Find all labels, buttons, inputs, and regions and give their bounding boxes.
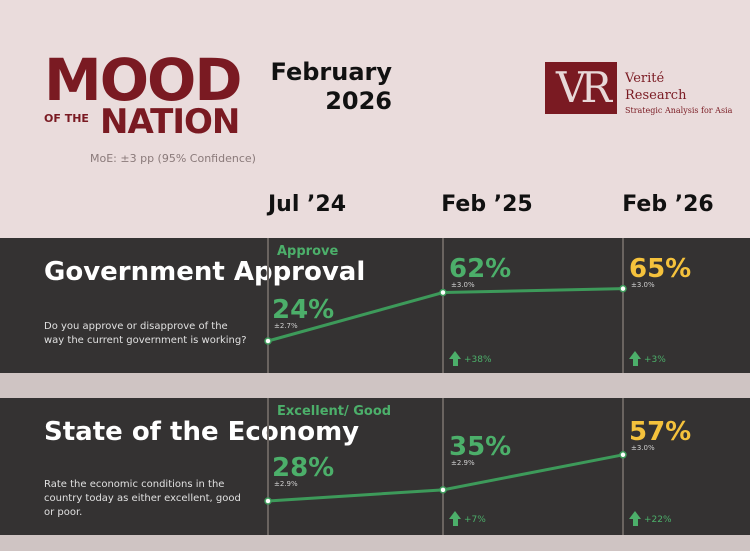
change-label: +38% bbox=[464, 355, 492, 365]
value-label: 62% bbox=[449, 254, 512, 284]
logo-nation-word: NATION bbox=[100, 102, 240, 142]
up-arrow-icon bbox=[449, 511, 461, 519]
data-point bbox=[439, 288, 447, 297]
data-point bbox=[264, 497, 272, 505]
publisher-monogram: VR bbox=[556, 63, 612, 112]
metric-label-excellent-good: Excellent/ Good bbox=[277, 404, 392, 419]
change-label: +22% bbox=[644, 515, 672, 525]
up-arrow-icon bbox=[629, 351, 641, 359]
logo-mood-word: MOOD bbox=[44, 46, 242, 114]
metric-label-approve: Approve bbox=[277, 244, 339, 259]
data-point bbox=[439, 486, 447, 494]
government-approval-panel bbox=[0, 238, 750, 373]
change-label: +7% bbox=[464, 515, 486, 525]
section-title-economy: State of the Economy bbox=[44, 418, 359, 446]
logo-of-the: OF THE bbox=[44, 112, 89, 125]
value-label-latest: 65% bbox=[629, 254, 692, 284]
report-month: February bbox=[270, 58, 392, 86]
publisher-tagline: Strategic Analysis for Asia bbox=[625, 106, 733, 115]
moe-label: ±3.0% bbox=[451, 281, 475, 289]
section-title-government: Government Approval bbox=[44, 258, 365, 286]
publisher-name-line2: Research bbox=[625, 88, 687, 103]
change-label: +3% bbox=[644, 355, 666, 365]
up-arrow-stem bbox=[632, 519, 638, 526]
data-point bbox=[264, 337, 272, 345]
up-arrow-stem bbox=[452, 519, 458, 526]
data-point bbox=[619, 284, 627, 293]
value-label: 35% bbox=[449, 432, 512, 462]
section-title-economy-text: State of the Economy bbox=[44, 417, 360, 447]
panel-divider-band bbox=[0, 373, 750, 398]
value-label-latest: 57% bbox=[629, 417, 692, 447]
series-line bbox=[267, 453, 624, 503]
margin-of-error-note: MoE: ±3 pp (95% Confidence) bbox=[90, 152, 256, 165]
value-label: 28% bbox=[272, 453, 335, 483]
moe-label: ±2.9% bbox=[451, 459, 475, 467]
report-year: 2026 bbox=[325, 87, 392, 115]
moe-label: ±3.0% bbox=[631, 281, 655, 289]
up-arrow-icon bbox=[629, 511, 641, 519]
section-question-government: Do you approve or disapprove of the way … bbox=[44, 321, 247, 346]
up-arrow-icon bbox=[449, 351, 461, 359]
moe-label: ±3.0% bbox=[631, 444, 655, 452]
moe-label: ±2.7% bbox=[274, 322, 298, 330]
section-title-government-text: Government Approval bbox=[44, 257, 366, 287]
data-point bbox=[619, 451, 627, 459]
bottom-band bbox=[0, 535, 750, 551]
publisher-logo-mark: VR bbox=[545, 62, 617, 114]
series-line bbox=[267, 287, 624, 343]
publisher-name-line1: Verité bbox=[625, 71, 665, 86]
up-arrow-stem bbox=[632, 359, 638, 366]
economy-panel bbox=[0, 398, 750, 535]
section-question-economy: Rate the economic conditions in the coun… bbox=[44, 479, 241, 518]
moe-label: ±2.9% bbox=[274, 480, 298, 488]
up-arrow-stem bbox=[452, 359, 458, 366]
column-header-1: Jul ’24 bbox=[267, 192, 347, 217]
column-header-2: Feb ’25 bbox=[441, 192, 533, 217]
column-header-3: Feb ’26 bbox=[622, 192, 714, 217]
value-label: 24% bbox=[272, 295, 335, 325]
